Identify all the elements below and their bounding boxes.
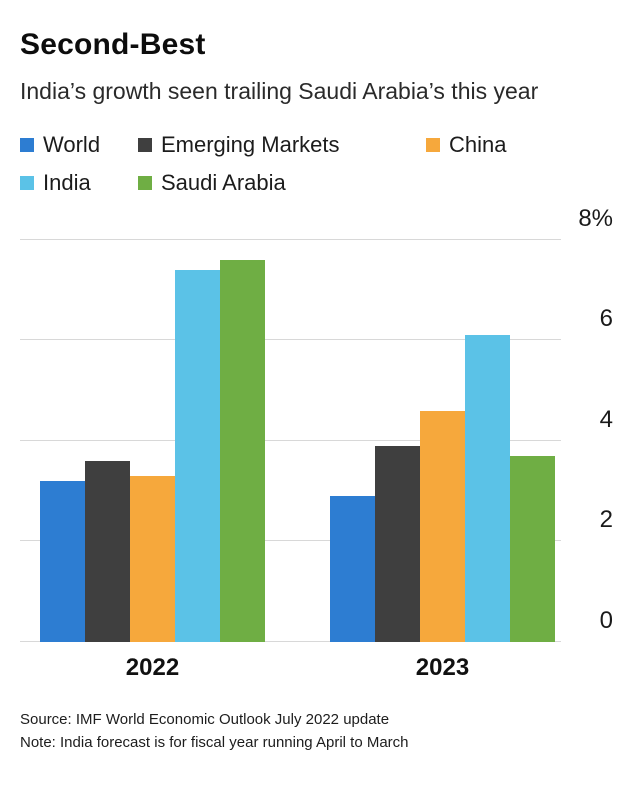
plot-area	[20, 238, 561, 642]
chart: 8% 6 4 2 0 2022 2023	[20, 205, 615, 682]
legend-swatch-emerging-markets	[138, 137, 152, 152]
bar-2023-india	[465, 335, 510, 642]
y-axis: 8% 6 4 2 0	[561, 205, 615, 642]
chart-title: Second-Best	[20, 28, 206, 61]
footer: Source: IMF World Economic Outlook July …	[20, 708, 615, 755]
x-axis: 2022 2023	[20, 654, 561, 682]
bar-2022-india	[175, 269, 220, 642]
y-tick-label-4: 4	[599, 405, 613, 433]
source-note: Source: IMF World Economic Outlook July …	[20, 710, 390, 728]
bar-group-2022	[40, 240, 265, 642]
legend-label: World	[43, 131, 101, 157]
legend-label: China	[449, 131, 507, 157]
legend-swatch-india	[20, 175, 34, 190]
gridline-8	[20, 238, 561, 240]
gridline-6	[20, 339, 561, 341]
bar-2022-china	[130, 475, 175, 642]
y-tick-label-2: 2	[599, 506, 613, 534]
legend-item-india: India	[20, 170, 138, 196]
bar-2022-saudi-arabia	[220, 259, 265, 642]
bar-group-2023	[330, 240, 555, 642]
x-axis-label-2023: 2023	[415, 653, 470, 681]
legend-item-world: World	[20, 132, 138, 158]
bar-2023-emerging-markets	[375, 445, 420, 642]
chart-card: Second-Best India’s growth seen trailing…	[20, 28, 615, 755]
bar-2022-world	[40, 480, 85, 642]
bar-2022-emerging-markets	[85, 460, 130, 642]
legend-swatch-saudi-arabia	[138, 175, 152, 190]
legend-label: Emerging Markets	[161, 131, 340, 157]
legend-label: India	[43, 169, 91, 195]
gridline-2	[20, 540, 561, 542]
legend: World Emerging Markets China India Saudi Ara…	[20, 132, 615, 196]
legend-label: Saudi Arabia	[161, 169, 286, 195]
legend-swatch-china	[426, 137, 440, 152]
y-tick-label-0: 0	[599, 606, 613, 634]
bar-2023-world	[330, 496, 375, 642]
legend-swatch-world	[20, 137, 34, 152]
footnote: Note: India forecast is for fiscal year …	[20, 733, 409, 751]
legend-item-emerging-markets: Emerging Markets	[138, 132, 426, 158]
chart-subtitle: India’s growth seen trailing Saudi Arabi…	[20, 78, 539, 104]
bar-2023-saudi-arabia	[510, 455, 555, 642]
gridline-0	[20, 640, 561, 642]
x-axis-label-2022: 2022	[125, 653, 180, 681]
legend-item-saudi-arabia: Saudi Arabia	[138, 170, 426, 196]
legend-item-china: China	[426, 132, 615, 158]
gridline-4	[20, 439, 561, 441]
y-tick-label-6: 6	[599, 305, 613, 333]
y-tick-label-8: 8%	[578, 204, 613, 232]
bar-2023-china	[420, 410, 465, 642]
